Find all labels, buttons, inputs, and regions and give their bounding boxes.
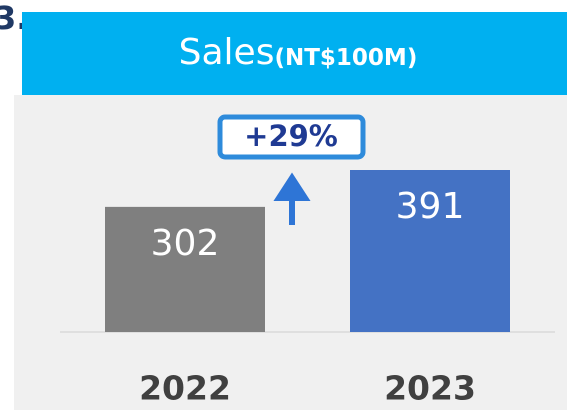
unit: (NT$100M) bbox=[274, 45, 417, 71]
bar bbox=[105, 206, 265, 332]
title: Sales bbox=[179, 32, 275, 73]
header bbox=[22, 12, 567, 95]
arrow bbox=[273, 172, 311, 225]
annotation: +29% bbox=[244, 119, 338, 153]
annotation-box bbox=[217, 114, 366, 160]
data-label: 302 bbox=[151, 223, 220, 264]
bar bbox=[350, 170, 510, 332]
chart-title: Sales(NT$100M) bbox=[179, 32, 418, 73]
x-tick-label: 2022 bbox=[139, 369, 231, 408]
x-tick-label: 2023 bbox=[384, 369, 476, 408]
data-label: 391 bbox=[396, 186, 465, 227]
